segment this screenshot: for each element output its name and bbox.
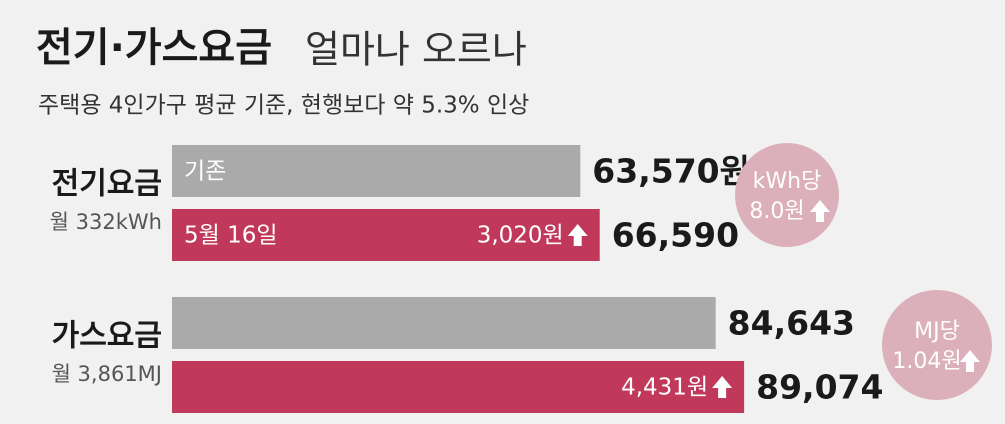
chart-title-suffix: 얼마나 오르나 (305, 28, 527, 72)
category-note: 월 332kWh (50, 210, 162, 234)
bar (172, 209, 600, 261)
increase-label: 4,431원 (621, 375, 708, 401)
bar (172, 297, 716, 349)
category-label: 가스요금 (52, 319, 162, 354)
legend-label: 5월 16일 (184, 223, 278, 249)
value-label: 66,590 (612, 216, 739, 255)
up-arrow (712, 376, 733, 398)
increase-label: 3,020원 (477, 223, 564, 249)
legend-label: 기존 (184, 159, 226, 185)
category-label: 전기요금 (52, 167, 162, 202)
unit-price-unit: MJ당 (914, 319, 960, 344)
bar (172, 361, 745, 413)
value-label: 84,643 (728, 304, 855, 343)
unit-price-badge (735, 143, 839, 247)
category-note: 월 3,861MJ (52, 362, 162, 386)
unit-price-badge (882, 290, 992, 400)
value-label: 63,570원 (592, 152, 750, 191)
unit-price-unit: kWh당 (753, 169, 822, 194)
up-arrow (960, 350, 980, 372)
unit-price-value: 8.0원 (749, 199, 804, 224)
up-arrow (810, 200, 830, 222)
up-arrow (567, 224, 588, 246)
unit-price-value: 1.04원 (892, 349, 961, 374)
bar (172, 145, 581, 197)
value-label: 89,074 (756, 368, 883, 407)
chart-title: 전기·가스요금 (36, 25, 272, 71)
chart-subtitle: 주택용 4인가구 평균 기준, 현행보다 약 5.3% 인상 (38, 93, 529, 119)
